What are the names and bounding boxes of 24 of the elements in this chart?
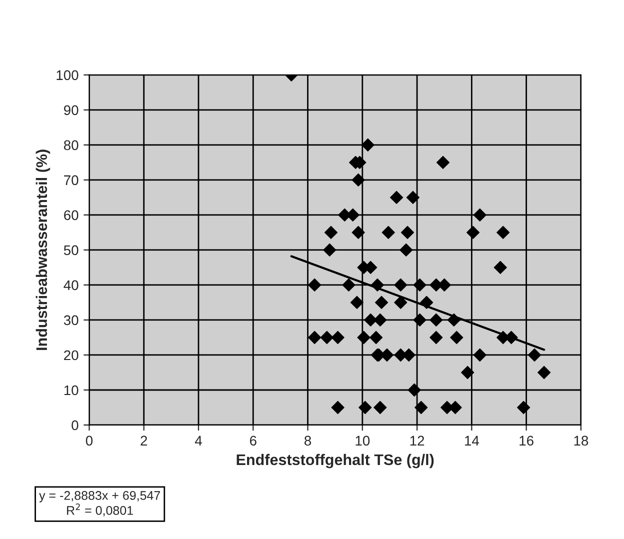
x-tick-label: 6 xyxy=(250,436,256,446)
y-tick-label: 30 xyxy=(64,315,78,326)
y-axis-title: Industrieabwasseranteil (%) xyxy=(36,150,50,350)
x-tick-label: 0 xyxy=(86,436,93,446)
x-tick-label: 14 xyxy=(465,436,479,446)
y-tick-label: 50 xyxy=(64,245,78,256)
y-tick-label: 90 xyxy=(64,105,78,116)
x-tick-label: 4 xyxy=(194,436,202,446)
x-tick-label: 10 xyxy=(356,436,370,446)
y-tick-label: 20 xyxy=(64,350,78,360)
y-tick-label: 10 xyxy=(64,385,78,396)
x-tick-label: 2 xyxy=(140,436,148,446)
x-tick-label: 18 xyxy=(574,436,588,446)
y-tick-label: 40 xyxy=(64,280,78,290)
text: y = -2,8883x + 69,547 R$^{2}$ = 0,0801 xyxy=(39,491,160,516)
y-tick-label: 70 xyxy=(64,175,78,186)
x-axis-title: Endfeststoffgehalt TSe (g/l) xyxy=(236,454,434,468)
y-tick-label: 80 xyxy=(64,140,78,150)
y-tick-label: 100 xyxy=(56,70,78,80)
x-tick-label: 12 xyxy=(410,436,424,446)
y-tick-label: 0 xyxy=(72,420,78,430)
y-tick-label: 60 xyxy=(64,210,78,220)
x-tick-label: 16 xyxy=(520,436,534,446)
x-tick-label: 8 xyxy=(304,436,312,446)
